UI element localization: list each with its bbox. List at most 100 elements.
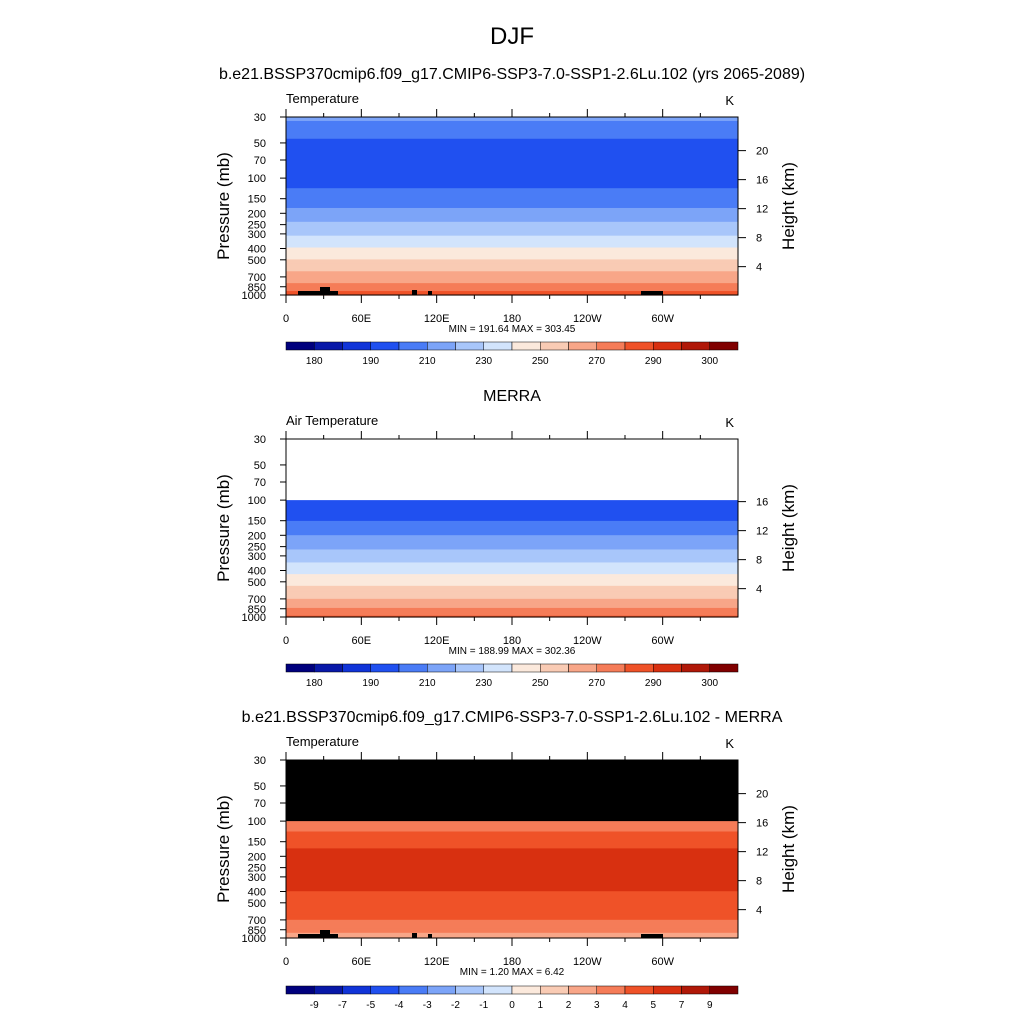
colorbar-label: 250 (532, 356, 549, 367)
panel-title: MERRA (483, 388, 541, 405)
contour-band (286, 148, 738, 152)
colorbar-label: -9 (310, 1000, 319, 1011)
contour-band (286, 219, 738, 223)
pressure-tick-label: 30 (254, 112, 266, 124)
height-tick-label: 8 (756, 233, 762, 245)
contour-band (286, 570, 738, 573)
colorbar-swatch (709, 663, 739, 673)
contour-band (286, 550, 738, 553)
x-tick-label: 120W (573, 956, 602, 968)
pressure-tick-label: 50 (254, 138, 266, 150)
contour-band (286, 836, 738, 839)
contour-band (286, 239, 738, 243)
contour-band (286, 548, 738, 551)
contour-band (286, 605, 738, 608)
contour-band (286, 565, 738, 567)
topography-mask (330, 934, 338, 938)
colorbar-label: 230 (475, 678, 492, 689)
colorbar-label: -3 (423, 1000, 432, 1011)
contour-band (286, 919, 738, 922)
height-tick-label: 20 (756, 146, 768, 158)
contour-band (286, 184, 738, 187)
contour-band (286, 233, 738, 237)
contour-band (286, 609, 738, 612)
units-label: K (725, 415, 734, 430)
contour-band (286, 557, 738, 560)
colorbar-label: -1 (479, 1000, 488, 1011)
colorbar-label: 290 (645, 678, 662, 689)
contour-band (286, 267, 738, 270)
y-axis-label: Pressure (mb) (214, 474, 233, 582)
contour-band (286, 501, 738, 504)
contour-band (286, 259, 738, 262)
variable-label: Temperature (286, 734, 359, 749)
contour-band (286, 540, 738, 543)
min-max-stats: MIN = 1.20 MAX = 6.42 (460, 967, 565, 978)
colorbar-swatch (285, 985, 315, 995)
contour-band (286, 182, 738, 185)
contour-band (286, 875, 738, 878)
contour-band (286, 899, 738, 901)
colorbar-label: 4 (622, 1000, 628, 1011)
height-tick-label: 16 (756, 497, 768, 509)
contour-band (286, 887, 738, 890)
contour-band (286, 507, 738, 510)
contour-band (286, 227, 738, 231)
pressure-tick-label: 70 (254, 155, 266, 167)
contour-band (286, 206, 738, 209)
contour-band (286, 140, 738, 144)
contour-band (286, 237, 738, 241)
x-tick-label: 60E (352, 956, 372, 968)
contour-band (286, 882, 738, 885)
colorbar-swatch (511, 985, 541, 995)
contour-band (286, 884, 738, 887)
pressure-tick-label: 700 (248, 272, 266, 284)
contour-band (286, 528, 738, 531)
contour-band (286, 509, 738, 512)
contour-band (286, 928, 738, 931)
contour-band (286, 863, 738, 866)
contour-band (286, 531, 738, 534)
colorbar-swatch (653, 985, 682, 995)
contour-band (286, 844, 738, 847)
contour-band (286, 124, 738, 128)
height-tick-label: 12 (756, 526, 768, 538)
contour-band (286, 932, 738, 935)
pressure-tick-label: 30 (254, 434, 266, 446)
contour-band (286, 927, 738, 930)
contour-band (286, 247, 738, 251)
colorbar-swatch (540, 341, 569, 351)
contour-band (286, 832, 738, 835)
colorbar-label: -2 (451, 1000, 460, 1011)
contour-band (286, 594, 738, 597)
topography-mask (412, 290, 417, 295)
contour-band (286, 126, 738, 130)
contour-band (286, 579, 738, 582)
pressure-tick-label: 300 (248, 229, 266, 241)
pressure-tick-label: 500 (248, 577, 266, 589)
pressure-tick-label: 70 (254, 477, 266, 489)
height-tick-label: 16 (756, 818, 768, 830)
x-tick-label: 120E (424, 635, 450, 647)
contour-band (286, 229, 738, 233)
contour-band (286, 281, 738, 284)
contour-band (286, 546, 738, 549)
contour-band (286, 200, 738, 203)
contour-band (286, 601, 738, 604)
contour-band (286, 539, 738, 541)
contour-band (286, 589, 738, 592)
contour-band (286, 848, 738, 851)
colorbar-swatch (455, 341, 484, 351)
contour-band (286, 217, 738, 221)
contour-band (286, 827, 738, 830)
contour-band (286, 888, 738, 891)
contour-band (286, 194, 738, 197)
contour-band (286, 849, 738, 852)
contour-band (286, 500, 738, 503)
colorbar-swatch (314, 985, 343, 995)
contour-band (286, 202, 738, 205)
contour-band (286, 506, 738, 509)
colorbar-label: 230 (475, 356, 492, 367)
topography-mask (330, 291, 338, 295)
colorbar-label: 9 (707, 1000, 713, 1011)
